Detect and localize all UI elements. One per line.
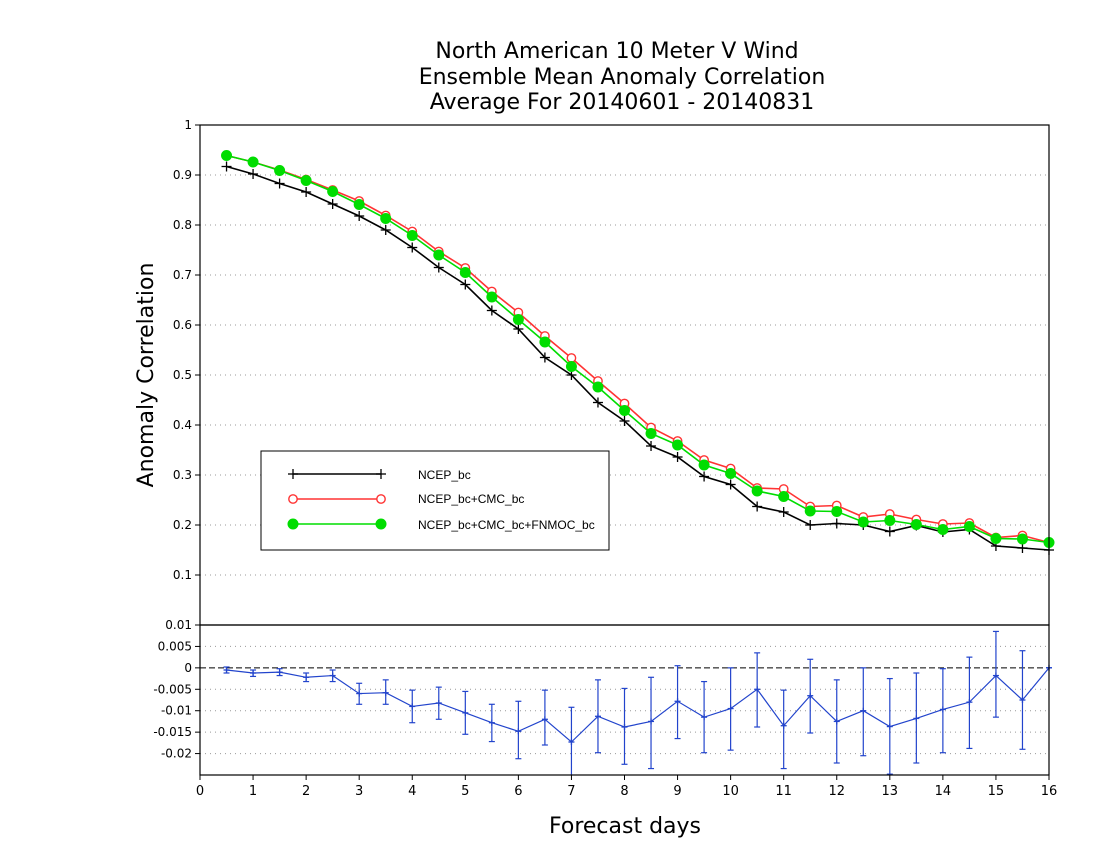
legend-label-ncep: NCEP_bc [418,468,471,482]
y-tick-label: -0.005 [153,682,192,696]
y-tick-label: 0.1 [173,568,192,582]
x-tick-label: 12 [828,784,845,799]
data-point [937,524,949,535]
data-point [645,428,657,439]
data-point [539,336,551,348]
y-tick-label: 0.5 [173,368,192,382]
data-point [831,506,843,517]
y-tick-label: 0.01 [165,618,192,632]
data-point [910,519,922,530]
x-tick-label: 0 [196,784,204,799]
y-tick-label: 0.9 [173,168,192,182]
y-tick-label: -0.01 [161,704,192,718]
x-tick-label: 13 [882,784,899,799]
data-point [778,491,790,502]
data-point [725,468,737,479]
y-tick-label: 0.3 [173,468,192,482]
legend-marker [375,518,387,530]
data-point [221,150,233,161]
data-point [565,361,577,372]
data-point [512,314,524,325]
x-tick-label: 10 [722,784,739,799]
x-tick-label: 16 [1041,784,1058,799]
data-point [1016,533,1028,545]
y-tick-label: 0.8 [173,218,192,232]
x-tick-label: 11 [775,784,792,799]
x-tick-label: 4 [408,784,416,799]
x-axis-label: Forecast days [549,814,701,839]
top-panel-series [221,150,1055,555]
legend-box [260,450,610,551]
data-point [486,291,498,303]
chart-title-line-3: Average For 20140601 - 20140831 [430,90,815,115]
bottom-panel-frame [199,624,1050,776]
legend: NCEP_bc NCEP_bc+CMC_bc NCEP_bc+CMC_bc+FN… [260,450,610,551]
data-point [884,515,896,526]
data-point [274,165,286,176]
legend-marker [287,518,299,530]
y-tick-label: 0.2 [173,518,192,532]
data-point [380,213,392,224]
legend-label-ncep-cmc: NCEP_bc+CMC_bc [418,492,524,506]
chart-title-line-1: North American 10 Meter V Wind [435,39,798,64]
data-point [619,405,630,416]
y-tick-label: 1 [184,118,192,132]
data-point [963,521,975,532]
legend-marker [376,494,386,504]
data-point [433,249,445,261]
chart-title-line-2: Ensemble Mean Anomaly Correlation [419,65,826,90]
data-point [353,199,365,210]
y-tick-label: -0.02 [161,747,192,761]
x-tick-label: 8 [620,784,628,799]
legend-label-ncep-cmc-fnmoc: NCEP_bc+CMC_bc+FNMOC_bc [418,518,595,532]
y-tick-label: -0.015 [153,725,192,739]
data-point [327,186,339,197]
x-tick-label: 3 [355,784,363,799]
y-tick-label: 0.005 [158,639,192,653]
x-tick-label: 15 [988,784,1005,799]
data-point [406,230,418,241]
bottom-panel-series [223,630,1052,775]
x-tick-label: 7 [567,784,575,799]
data-point [459,267,471,278]
x-tick-label: 9 [673,784,681,799]
bottom-panel-grid [200,645,1049,755]
data-point [990,533,1002,544]
data-point [751,485,763,497]
data-point [857,516,869,528]
legend-marker [288,494,298,504]
y-tick-label: 0.6 [173,318,192,332]
data-point [300,175,312,186]
x-tick-label: 6 [514,784,522,799]
difference-line [226,667,1050,743]
data-point [804,505,816,517]
data-point [672,439,684,451]
data-point [566,353,577,363]
data-point [698,459,710,471]
y-tick-label: 0.4 [173,418,192,432]
x-tick-label: 5 [461,784,469,799]
x-tick-label: 2 [302,784,310,799]
axes: 0.1 0.2 0.3 0.4 0.5 0.6 0.7 0.8 0.9 1 0.01 0.005 0 -0… [153,118,1057,799]
y-tick-label: 0 [184,661,192,675]
data-point [247,156,259,168]
y-tick-label: 0.7 [173,268,192,282]
data-point [592,381,604,393]
x-tick-label: 1 [249,784,257,799]
y-axis-label: Anomaly Correlation [134,263,159,488]
x-tick-label: 14 [935,784,952,799]
